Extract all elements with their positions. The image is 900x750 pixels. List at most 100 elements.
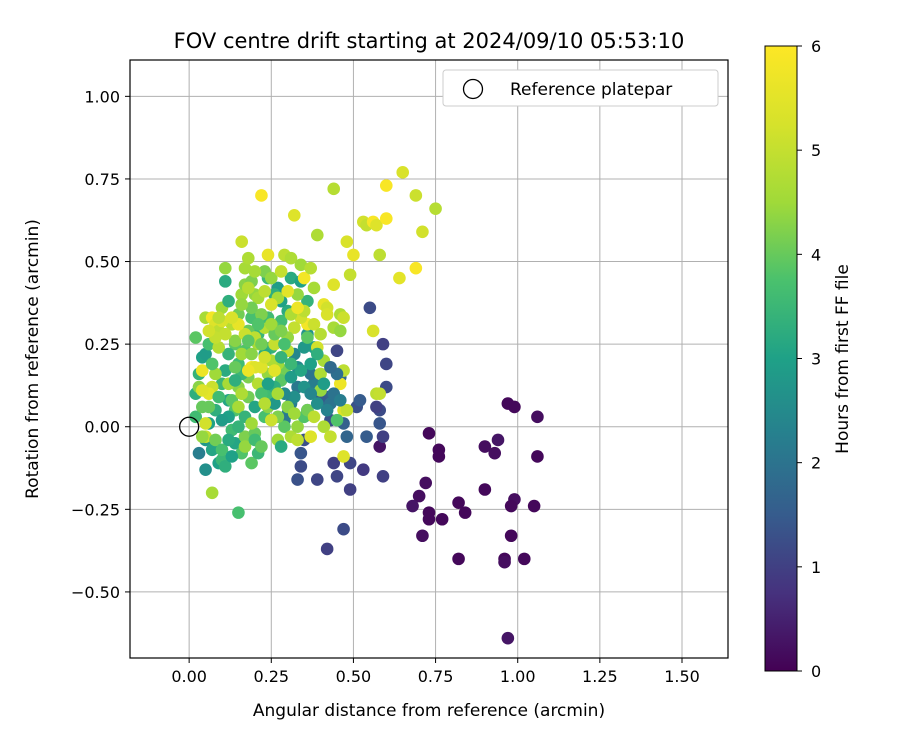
y-tick-label: 0.25 xyxy=(84,335,120,354)
data-point xyxy=(488,446,502,460)
data-point xyxy=(379,179,393,192)
data-point xyxy=(343,268,357,282)
data-point xyxy=(301,294,314,308)
data-point xyxy=(284,357,298,371)
y-axis: −0.50 −0.25 0.00 0.25 0.50 0.75 1.00 xyxy=(71,87,130,602)
data-point xyxy=(268,397,281,410)
colorbar-tick-label: 2 xyxy=(811,454,821,473)
colorbar-tick-label: 0 xyxy=(811,662,821,681)
colorbar-tick-label: 5 xyxy=(811,141,821,160)
data-point xyxy=(235,298,249,311)
data-point xyxy=(363,301,377,315)
colorbar-gradient xyxy=(764,45,798,672)
data-point xyxy=(205,443,219,457)
x-axis-label: Angular distance from reference (arcmin) xyxy=(253,701,605,721)
data-point xyxy=(304,387,318,400)
x-tick-label: 1.50 xyxy=(664,667,700,686)
data-point xyxy=(340,235,354,249)
data-point xyxy=(278,337,291,351)
data-point xyxy=(304,261,318,275)
data-point xyxy=(248,265,262,278)
data-point xyxy=(304,357,318,371)
data-point xyxy=(241,334,255,348)
y-tick-label: −0.25 xyxy=(71,500,120,519)
data-point xyxy=(255,308,268,321)
data-point xyxy=(491,433,505,447)
colorbar-tick-label: 6 xyxy=(811,37,821,56)
data-point xyxy=(264,318,278,331)
data-point xyxy=(255,387,268,400)
data-point xyxy=(347,248,360,262)
data-point xyxy=(212,341,226,354)
data-point xyxy=(320,308,334,321)
data-point xyxy=(396,166,410,179)
legend-label: Reference platepar xyxy=(510,80,672,100)
grid xyxy=(130,60,728,658)
data-point xyxy=(320,542,334,556)
colorbar-label: Hours from first FF file xyxy=(833,264,853,454)
data-point xyxy=(245,456,258,470)
y-tick-label: 0.75 xyxy=(84,170,120,189)
data-point xyxy=(241,364,255,377)
data-point xyxy=(409,189,423,202)
data-point xyxy=(261,248,275,262)
data-point xyxy=(297,341,311,354)
data-point xyxy=(498,555,511,569)
data-point xyxy=(281,284,295,298)
data-point xyxy=(291,420,304,434)
data-point xyxy=(314,367,327,381)
data-point xyxy=(255,189,268,202)
data-point xyxy=(416,225,429,239)
data-point xyxy=(307,318,321,331)
data-point xyxy=(527,499,541,513)
data-point xyxy=(291,473,304,486)
data-point xyxy=(248,400,262,414)
data-point xyxy=(452,552,465,566)
data-point xyxy=(255,440,268,453)
data-point xyxy=(238,440,252,453)
data-point xyxy=(218,364,232,377)
data-point xyxy=(337,311,350,325)
data-point xyxy=(531,450,544,463)
data-point xyxy=(287,321,301,334)
data-point xyxy=(340,403,354,417)
data-point xyxy=(376,337,390,351)
data-point xyxy=(235,347,249,361)
data-point xyxy=(379,212,393,225)
data-point xyxy=(264,413,278,427)
x-axis: 0.00 0.25 0.50 0.75 1.00 1.25 1.50 xyxy=(171,658,700,686)
data-point xyxy=(287,407,301,420)
x-tick-label: 1.25 xyxy=(582,667,618,686)
legend-reference-marker xyxy=(462,78,484,100)
data-point xyxy=(327,182,341,196)
data-point xyxy=(531,410,544,424)
data-point xyxy=(205,486,219,500)
data-point xyxy=(268,337,281,351)
x-tick-label: 0.50 xyxy=(336,667,372,686)
data-point xyxy=(422,512,436,526)
y-tick-label: 0.50 xyxy=(84,253,120,272)
data-point xyxy=(294,364,308,377)
plot-frame xyxy=(129,59,729,659)
legend: Reference platepar xyxy=(442,69,719,107)
data-point xyxy=(245,301,258,315)
data-point xyxy=(284,271,298,285)
data-point xyxy=(228,360,242,374)
data-point xyxy=(199,347,212,361)
data-point xyxy=(218,460,232,473)
data-point xyxy=(274,351,288,364)
data-point xyxy=(356,463,370,476)
data-point xyxy=(333,324,347,338)
data-point xyxy=(264,298,278,311)
data-point xyxy=(412,489,426,503)
data-point xyxy=(419,476,433,490)
data-point xyxy=(284,251,298,265)
data-point xyxy=(291,433,304,447)
data-point xyxy=(195,430,209,443)
data-point xyxy=(209,367,222,381)
data-point xyxy=(209,433,222,447)
data-point xyxy=(284,370,298,384)
data-point xyxy=(422,427,436,440)
data-point xyxy=(241,281,255,295)
data-point xyxy=(327,278,341,291)
